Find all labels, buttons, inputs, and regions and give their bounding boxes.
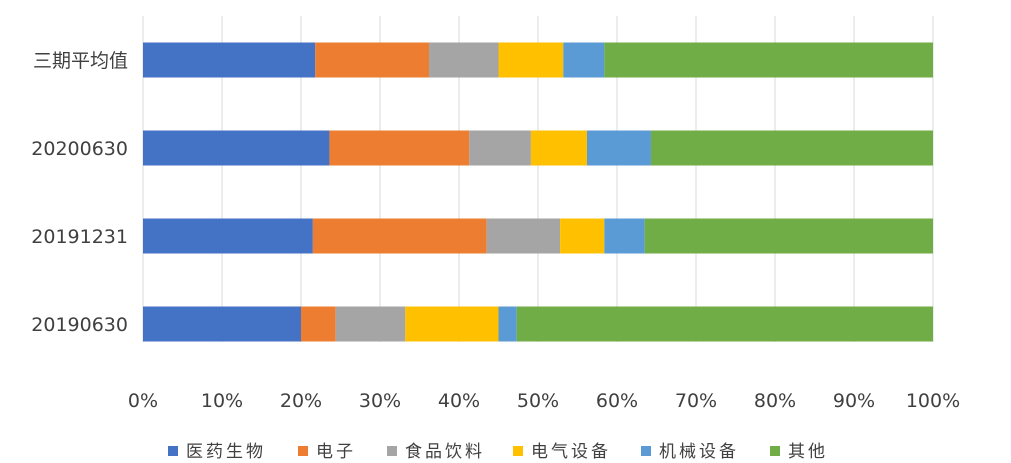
bar-2-3: [560, 218, 605, 254]
x-tick-label-7: 70%: [675, 390, 717, 412]
bar-0-0: [143, 42, 316, 78]
category-labels: 三期平均值 20200630 20191231 20190630: [31, 50, 128, 336]
x-tick-label-2: 20%: [280, 390, 322, 412]
bar-3-1: [301, 306, 336, 342]
x-tick-label-4: 40%: [438, 390, 480, 412]
bar-3-3: [405, 306, 499, 342]
bar-3-5: [516, 306, 933, 342]
bar-3-4: [498, 306, 517, 342]
bar-3-2: [335, 306, 406, 342]
legend-label-3: 电气设备: [531, 442, 611, 462]
bar-2-2: [486, 218, 561, 254]
bar-2-1: [312, 218, 487, 254]
legend-label-4: 机械设备: [659, 442, 739, 462]
bar-0-5: [604, 42, 933, 78]
x-tick-label-9: 90%: [833, 390, 875, 412]
legend-label-1: 电子: [316, 442, 356, 462]
bar-1-2: [469, 130, 531, 166]
x-tick-label-0: 0%: [128, 390, 158, 412]
category-label-1: 20200630: [31, 138, 128, 160]
bars: [143, 42, 933, 342]
bar-3-0: [143, 306, 301, 342]
legend-swatch-1: [298, 446, 308, 456]
legend-swatch-2: [387, 446, 397, 456]
bar-2-0: [143, 218, 313, 254]
x-tick-label-6: 60%: [596, 390, 638, 412]
legend-swatch-0: [168, 446, 178, 456]
category-label-3: 20190630: [31, 314, 128, 336]
bar-0-2: [428, 42, 499, 78]
bar-1-0: [143, 130, 330, 166]
bar-0-4: [563, 42, 605, 78]
x-tick-label-1: 10%: [201, 390, 243, 412]
bar-2-4: [604, 218, 645, 254]
category-label-2: 20191231: [31, 226, 128, 248]
x-tick-label-10: 100%: [906, 390, 960, 412]
bar-1-5: [650, 130, 933, 166]
bar-1-1: [329, 130, 470, 166]
bar-1-4: [586, 130, 651, 166]
x-tick-label-5: 50%: [517, 390, 559, 412]
bar-1-3: [530, 130, 587, 166]
legend-label-2: 食品饮料: [405, 442, 485, 462]
legend: 医药生物 电子 食品饮料 电气设备 机械设备 其他: [168, 442, 828, 462]
x-tick-labels: 0% 10% 20% 30% 40% 50% 60% 70% 80% 90% 100%: [128, 390, 960, 412]
legend-label-5: 其他: [788, 442, 828, 462]
bar-2-5: [644, 218, 933, 254]
bar-0-1: [315, 42, 429, 78]
bar-0-3: [498, 42, 564, 78]
legend-swatch-3: [513, 446, 523, 456]
x-tick-label-3: 30%: [359, 390, 401, 412]
category-label-0: 三期平均值: [33, 50, 128, 72]
legend-swatch-4: [641, 446, 651, 456]
legend-label-0: 医药生物: [186, 442, 266, 462]
legend-swatch-5: [770, 446, 780, 456]
x-tick-label-8: 80%: [754, 390, 796, 412]
